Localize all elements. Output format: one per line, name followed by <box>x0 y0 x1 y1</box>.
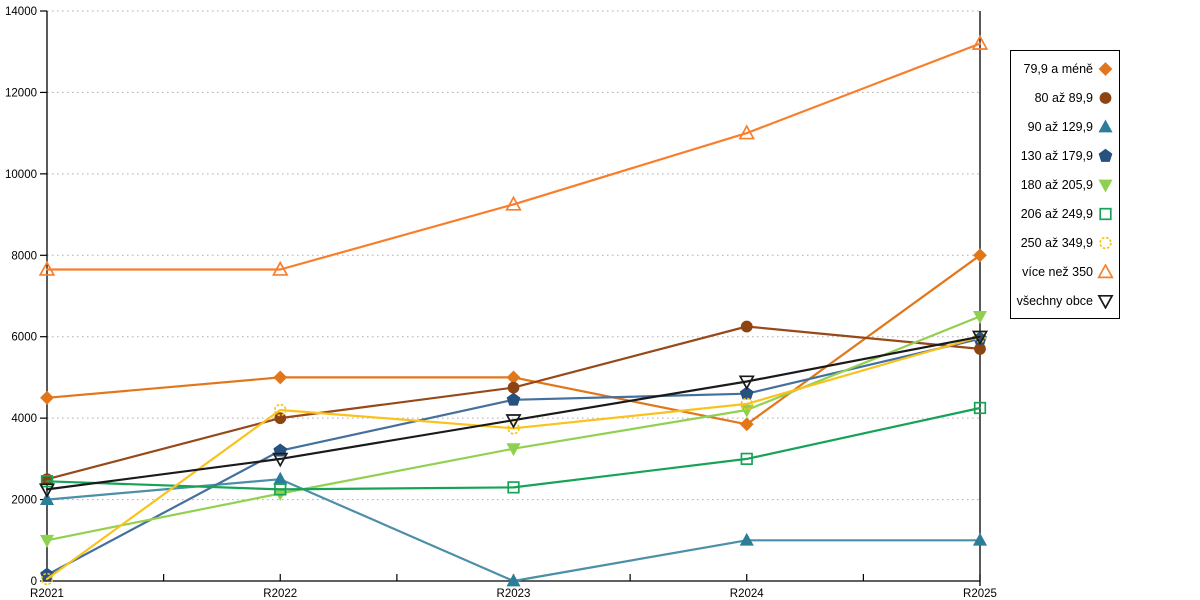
legend-marker-icon <box>1097 294 1114 309</box>
legend-item: 180 až 205,9 <box>1011 170 1119 199</box>
circle-marker-icon <box>507 381 520 394</box>
triangle-up-marker-icon <box>506 573 521 587</box>
series-6 <box>40 401 987 496</box>
circle-marker-icon <box>740 397 753 411</box>
triangle-down-marker-icon <box>272 452 289 468</box>
legend-item: 250 až 349,9 <box>1011 228 1119 257</box>
legend-item: 130 až 179,9 <box>1011 141 1119 170</box>
diamond-marker-icon <box>973 248 987 263</box>
square-marker-icon <box>740 452 753 466</box>
circle-marker-icon <box>274 403 287 417</box>
legend-marker-icon <box>1099 91 1112 104</box>
legend-marker-icon <box>1097 263 1114 278</box>
legend: 79,9 a méně 80 až 89,9 90 až 129,9 130 až 1… <box>1010 50 1120 319</box>
legend-marker-icon <box>1098 61 1113 76</box>
series-1 <box>40 248 987 432</box>
series-9 <box>38 330 989 498</box>
series-line <box>45 335 982 491</box>
series-4 <box>40 331 987 581</box>
legend-marker-icon <box>1099 236 1112 249</box>
triangle-up-marker-icon <box>505 195 522 211</box>
legend-item-label: 206 až 249,9 <box>1020 206 1093 221</box>
square-marker-icon <box>973 401 987 415</box>
legend-item-label: 79,9 a méně <box>1023 61 1094 76</box>
circle-marker-icon <box>1099 91 1112 104</box>
triangle-down-marker-icon <box>1097 294 1114 309</box>
circle-marker-icon <box>740 320 753 333</box>
legend-item: 79,9 a méně <box>1011 54 1119 83</box>
triangle-down-marker-icon <box>738 375 755 391</box>
legend-marker-icon <box>1098 119 1113 132</box>
triangle-down-marker-icon <box>506 443 521 457</box>
pentagon-marker-icon <box>1098 148 1113 162</box>
diamond-marker-icon <box>1098 61 1113 76</box>
triangle-up-marker-icon <box>1097 263 1114 278</box>
y-tick-label: 12000 <box>5 87 37 99</box>
circle-marker-icon <box>40 572 54 586</box>
triangle-up-marker-icon <box>971 34 989 50</box>
triangle-up-marker-icon <box>38 260 56 276</box>
y-tick-label: 6000 <box>11 332 37 344</box>
y-tick-label: 4000 <box>11 413 37 425</box>
y-tick-label: 0 <box>31 576 37 588</box>
legend-item: více než 350 <box>1011 257 1119 286</box>
circle-marker-icon <box>1099 236 1112 249</box>
circle-marker-icon <box>507 422 520 435</box>
legend-item-label: 80 až 89,9 <box>1034 90 1093 105</box>
triangle-up-marker-icon <box>273 471 288 485</box>
series-3 <box>39 471 988 587</box>
triangle-down-marker-icon <box>505 414 522 429</box>
legend-item-label: 90 až 129,9 <box>1027 119 1093 134</box>
series-7 <box>40 330 987 586</box>
x-tick-label: R2024 <box>730 588 764 600</box>
legend-item: všechny obce <box>1011 286 1119 315</box>
y-tick-label: 8000 <box>11 250 37 262</box>
pentagon-marker-icon <box>739 386 754 400</box>
square-marker-icon <box>507 481 520 494</box>
triangle-down-marker-icon <box>972 310 988 324</box>
triangle-down-marker-icon <box>38 483 56 498</box>
legend-item-label: více než 350 <box>1022 264 1093 279</box>
triangle-up-marker-icon <box>272 260 289 276</box>
square-marker-icon <box>1099 207 1112 220</box>
triangle-down-marker-icon <box>971 330 989 346</box>
series-line <box>45 478 982 583</box>
legend-marker-icon <box>1098 179 1113 192</box>
y-tick-label: 14000 <box>5 6 37 18</box>
triangle-up-marker-icon <box>738 124 755 140</box>
diamond-marker-icon <box>739 417 754 432</box>
pentagon-marker-icon <box>506 392 521 406</box>
legend-item-label: 250 až 349,9 <box>1020 235 1093 250</box>
legend-item-label: 180 až 205,9 <box>1020 177 1093 192</box>
triangle-down-marker-icon <box>39 534 55 548</box>
triangle-up-marker-icon <box>739 532 754 546</box>
legend-item-label: všechny obce <box>1016 293 1093 308</box>
triangle-up-marker-icon <box>39 492 55 505</box>
x-tick-label: R2022 <box>263 588 297 600</box>
y-tick-label: 2000 <box>11 495 37 507</box>
diamond-marker-icon <box>273 370 288 385</box>
series-8 <box>38 34 989 276</box>
diamond-marker-icon <box>40 390 54 405</box>
legend-marker-icon <box>1099 207 1112 220</box>
triangle-down-marker-icon <box>1098 179 1113 192</box>
x-tick-label: R2021 <box>30 588 64 600</box>
legend-item: 80 až 89,9 <box>1011 83 1119 112</box>
legend-item: 206 až 249,9 <box>1011 199 1119 228</box>
triangle-up-marker-icon <box>972 532 988 546</box>
triangle-up-marker-icon <box>1098 119 1113 132</box>
series-line <box>45 406 982 491</box>
y-tick-label: 10000 <box>5 169 37 181</box>
square-marker-icon <box>274 483 287 496</box>
legend-item-label: 130 až 179,9 <box>1020 148 1093 163</box>
legend-item: 90 až 129,9 <box>1011 112 1119 141</box>
legend-marker-icon <box>1098 148 1113 162</box>
square-marker-icon <box>40 475 54 488</box>
x-tick-label: R2023 <box>497 588 531 600</box>
x-tick-label: R2025 <box>963 588 997 600</box>
series-line <box>45 42 982 271</box>
